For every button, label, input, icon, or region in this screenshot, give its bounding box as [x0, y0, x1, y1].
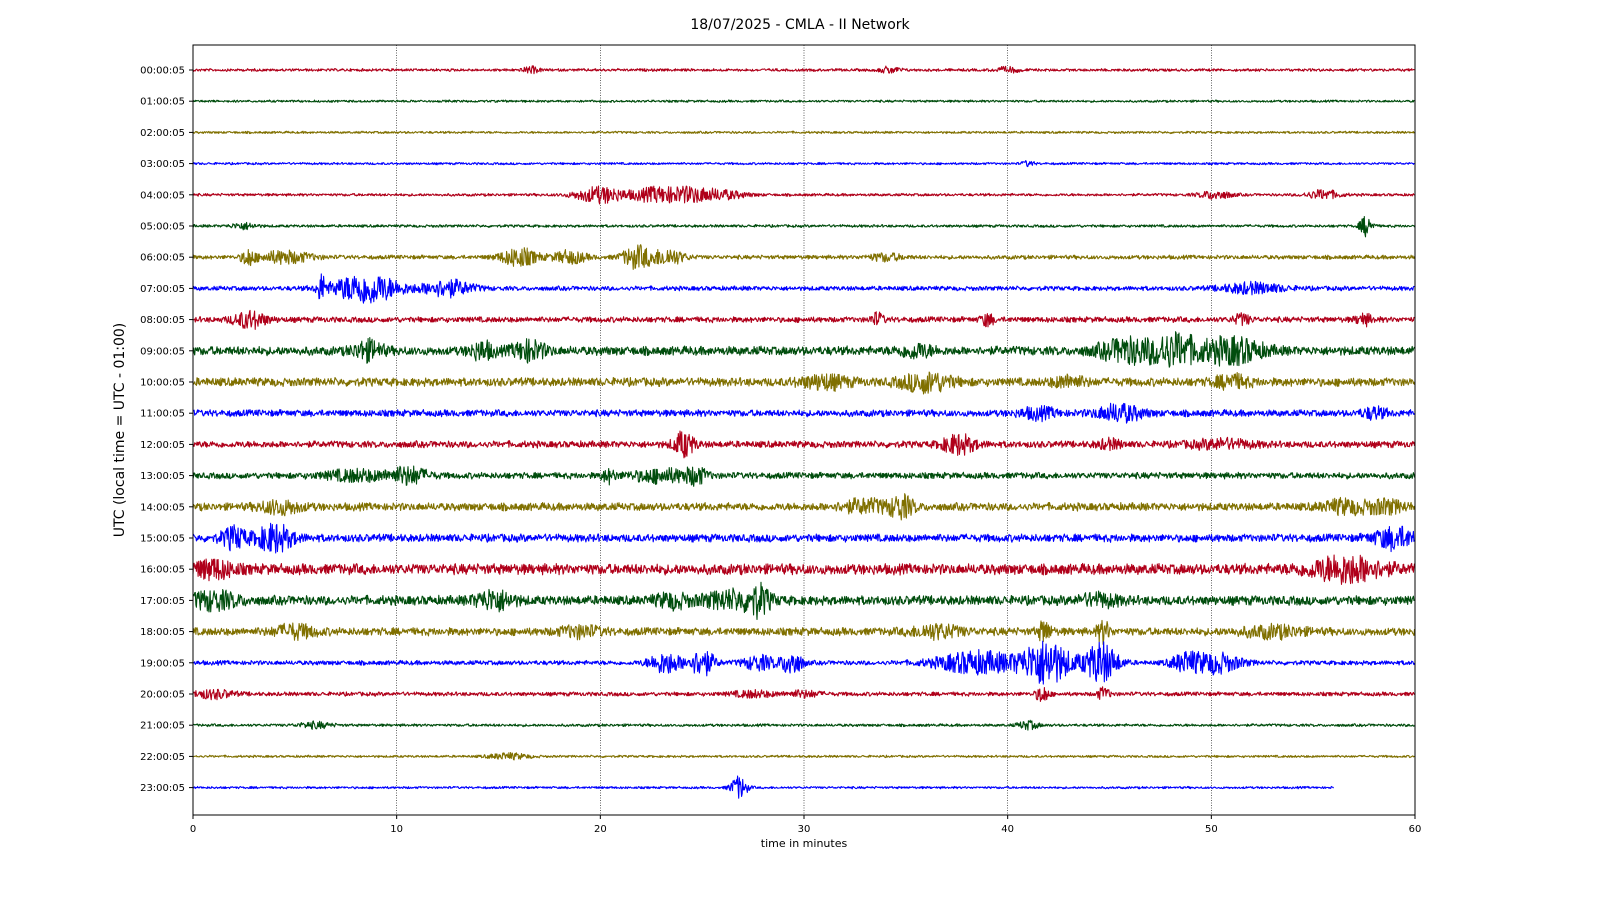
trace-row [192, 99, 1415, 103]
y-tick-label: 21:00:05 [140, 721, 185, 732]
x-tick-label: 10 [390, 824, 403, 835]
trace-row [192, 273, 1415, 304]
y-tick-label: 00:00:05 [140, 66, 185, 77]
y-tick-label: 04:00:05 [140, 190, 185, 201]
x-tick-labels: 0 10 20 30 40 50 60 [190, 815, 1422, 835]
trace-row [192, 216, 1416, 238]
y-tick-label: 14:00:05 [140, 502, 185, 513]
y-tick-label: 03:00:05 [140, 159, 185, 170]
trace-row [192, 619, 1416, 645]
trace-row [192, 430, 1416, 459]
y-tick-label: 01:00:05 [140, 97, 185, 108]
x-tick-label: 20 [594, 824, 607, 835]
trace-row [192, 402, 1415, 424]
y-tick-labels: 00:00:05 01:00:05 02:00:05 03:00:05 04:00:05… [140, 66, 193, 794]
y-tick-label: 18:00:05 [140, 627, 185, 638]
y-tick-label: 13:00:05 [140, 471, 185, 482]
chart-title: 18/07/2025 - CMLA - II Network [690, 17, 910, 33]
y-tick-label: 19:00:05 [140, 658, 185, 669]
y-tick-label: 20:00:05 [140, 690, 185, 701]
x-axis-label: time in minutes [761, 837, 848, 850]
trace-row [192, 719, 1415, 731]
x-tick-label: 60 [1409, 824, 1422, 835]
trace-row [192, 185, 1415, 205]
y-tick-label: 17:00:05 [140, 596, 185, 607]
trace-row [192, 522, 1416, 554]
x-gridlines [396, 45, 1212, 815]
y-tick-label: 16:00:05 [140, 565, 185, 576]
trace-row [192, 686, 1415, 702]
trace-row [192, 554, 1416, 585]
x-tick-label: 40 [1001, 824, 1014, 835]
y-tick-label: 11:00:05 [140, 409, 185, 420]
y-tick-label: 06:00:05 [140, 253, 185, 264]
trace-row [192, 493, 1416, 521]
trace-row [192, 331, 1415, 368]
trace-rows [192, 65, 1416, 799]
y-tick-label: 22:00:05 [140, 752, 185, 763]
trace-row [192, 130, 1415, 135]
y-tick-label: 08:00:05 [140, 315, 185, 326]
y-tick-label: 05:00:05 [140, 222, 185, 233]
trace-row [192, 465, 1416, 487]
trace-row [192, 751, 1415, 761]
y-tick-label: 12:00:05 [140, 440, 185, 451]
y-tick-label: 07:00:05 [140, 284, 185, 295]
trace-row [192, 640, 1416, 685]
trace-row [192, 160, 1415, 168]
x-tick-label: 0 [190, 824, 196, 835]
trace-row [192, 65, 1415, 75]
y-tick-label: 10:00:05 [140, 378, 185, 389]
y-tick-label: 23:00:05 [140, 783, 185, 794]
y-tick-label: 15:00:05 [140, 534, 185, 545]
trace-row [192, 581, 1415, 621]
x-tick-label: 30 [798, 824, 811, 835]
trace-row [192, 371, 1416, 395]
y-axis-label: UTC (local time = UTC - 01:00) [112, 323, 128, 538]
trace-row [192, 309, 1415, 330]
y-tick-label: 09:00:05 [140, 346, 185, 357]
trace-row [192, 244, 1416, 270]
y-tick-label: 02:00:05 [140, 128, 185, 139]
x-tick-label: 50 [1205, 824, 1218, 835]
trace-row [192, 775, 1334, 799]
